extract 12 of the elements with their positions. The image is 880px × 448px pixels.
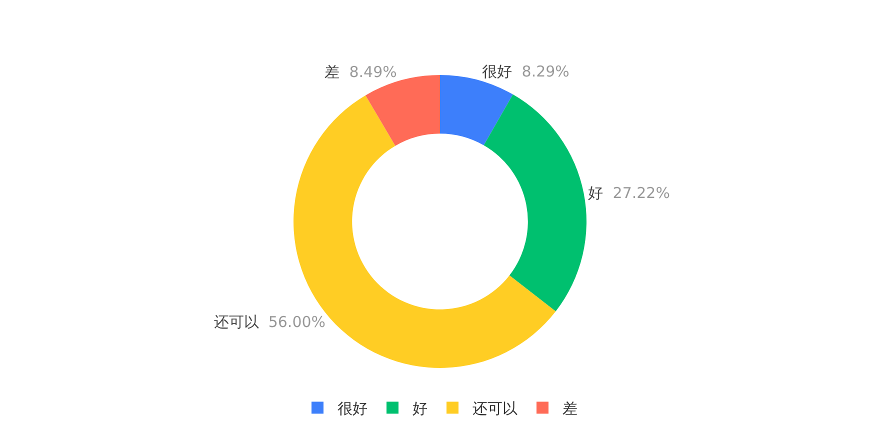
slice-label: 还可以: [214, 313, 259, 332]
legend-label: 还可以: [472, 400, 518, 418]
data-label: 56.00%: [268, 313, 326, 332]
slice-label: 很好: [482, 62, 512, 81]
slice-label: 差: [324, 62, 340, 81]
legend-label: 很好: [338, 400, 368, 418]
slice-label: 好: [588, 184, 604, 202]
legend-label: 差: [562, 400, 578, 418]
data-label: 8.29%: [522, 62, 570, 81]
data-label: 27.22%: [612, 184, 670, 202]
legend-label: 好: [412, 400, 428, 418]
data-label: 8.49%: [349, 62, 397, 81]
